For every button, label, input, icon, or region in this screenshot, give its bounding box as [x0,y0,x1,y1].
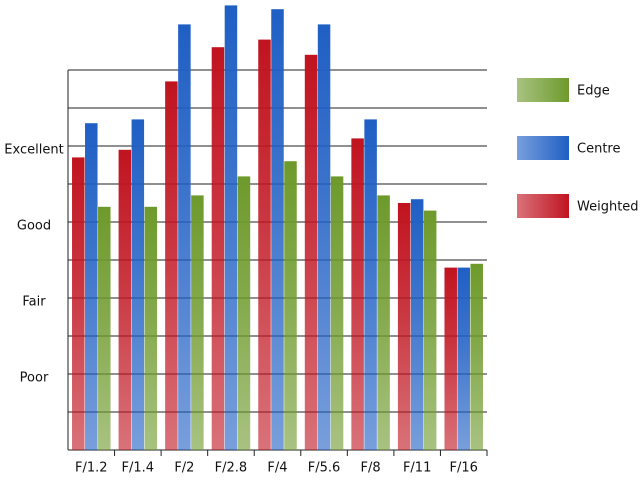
bar [330,176,344,450]
bar [457,267,470,450]
bar [144,206,158,450]
x-tick-label: F/16 [450,461,478,476]
x-tick-label: F/1.2 [75,461,108,476]
bar [444,267,457,450]
bar [377,195,390,450]
bar [470,263,483,450]
bar [423,210,437,450]
bar [224,5,238,451]
bar [284,161,297,450]
legend-swatch [517,194,569,218]
x-tick-label: F/2.8 [215,461,248,476]
legend-label: Weighted [577,200,639,215]
bar [211,47,225,450]
bar [351,138,364,450]
y-tick-label: Good [17,219,51,234]
y-tick-label: Fair [22,295,46,310]
bar [258,39,271,450]
y-tick-label: Poor [20,371,49,386]
bar [237,176,251,450]
bar [165,81,178,451]
legend-swatch [517,78,569,102]
bar [118,149,132,451]
bar [397,203,411,450]
bar [131,119,145,451]
legend-label: Edge [577,84,610,99]
bar [364,119,377,451]
bar [271,9,284,450]
bar [178,24,191,451]
x-tick-label: F/2 [174,461,194,476]
bar [304,54,318,451]
x-tick-label: F/1.4 [122,461,155,476]
bar [72,157,85,450]
legend-swatch [517,136,569,160]
bar [317,24,331,451]
x-tick-label: F/11 [403,461,431,476]
bar [85,123,98,450]
bar [410,199,424,450]
bar [191,195,204,450]
x-tick-label: F/4 [267,461,287,476]
x-tick-label: F/8 [361,461,381,476]
y-tick-label: Excellent [4,143,63,158]
x-tick-label: F/5.6 [308,461,341,476]
legend-label: Centre [577,142,620,157]
bar [98,206,111,450]
